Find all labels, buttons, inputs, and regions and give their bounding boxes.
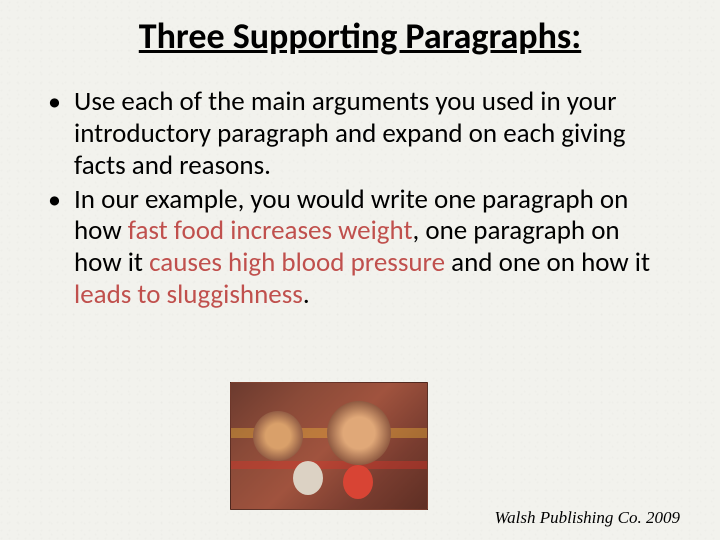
highlight-text: fast food increases weight — [128, 214, 413, 247]
bullet-item: In our example, you would write one para… — [44, 184, 662, 311]
bullet-text: and one on how it — [445, 246, 650, 279]
page-title: Three Supporting Paragraphs: — [0, 0, 720, 86]
highlight-text: causes high blood pressure — [149, 246, 445, 279]
bullet-text: Use each of the main arguments you used … — [74, 85, 625, 182]
bullet-text: . — [303, 278, 310, 311]
bullet-item: Use each of the main arguments you used … — [44, 86, 662, 182]
footer-credit: Walsh Publishing Co. 2009 — [495, 508, 680, 528]
highlight-text: leads to sluggishness — [74, 278, 303, 311]
content-image — [230, 382, 428, 510]
bullet-list: Use each of the main arguments you used … — [0, 86, 720, 311]
